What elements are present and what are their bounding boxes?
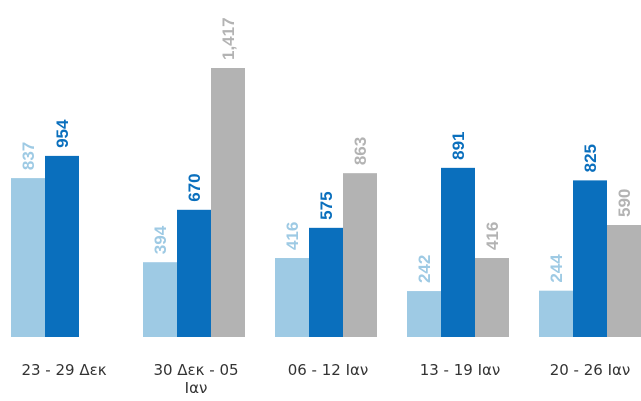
value-label-series1-2: 394	[151, 225, 170, 254]
value-label-series3-3: 863	[351, 137, 370, 165]
value-label-series1-3: 416	[283, 222, 302, 250]
value-label-series3-4: 416	[483, 222, 502, 250]
value-label-series1-5: 244	[547, 254, 566, 283]
value-label-series3-2: 1,417	[219, 17, 238, 60]
value-label-series3-5: 590	[615, 189, 634, 217]
bar-series1-1	[11, 178, 45, 337]
bar-series2-4	[441, 167, 475, 337]
value-label-series2-5: 825	[581, 144, 600, 172]
bar-series3-5	[607, 224, 641, 337]
value-label-series2-4: 891	[449, 131, 468, 159]
category-label-4: 13 - 19 Ιαν	[420, 361, 501, 379]
value-labels-layer: 837 394 416 242 244 954 670 575 891 825 1,417 863 41…	[19, 17, 634, 283]
category-label-3: 06 - 12 Ιαν	[288, 361, 369, 379]
bar-series2-2	[177, 209, 211, 337]
value-label-series1-1: 837	[19, 142, 38, 170]
value-label-series2-2: 670	[185, 173, 204, 201]
bar-series1-3	[275, 258, 309, 337]
bar-series1-2	[143, 262, 177, 337]
bar-series2-5	[573, 180, 607, 337]
category-labels-layer: 23 - 29 Δεκ 30 Δεκ - 05 Ιαν 06 - 12 Ιαν 13 -…	[21, 361, 630, 397]
bar-series3-2	[211, 68, 245, 337]
value-label-series2-3: 575	[317, 191, 336, 219]
bar-series2-1	[45, 155, 79, 337]
bar-series1-4	[407, 291, 441, 337]
bar-series2-3	[309, 227, 343, 337]
bar-series3-4	[475, 258, 509, 337]
category-label-5: 20 - 26 Ιαν	[550, 361, 631, 379]
bar-series1-5	[539, 290, 573, 337]
bar-series3-3	[343, 173, 377, 337]
value-label-series1-4: 242	[415, 255, 434, 283]
value-label-series2-1: 954	[53, 119, 72, 148]
bars-layer	[11, 68, 641, 337]
category-label-2: 30 Δεκ - 05 Ιαν	[153, 361, 238, 397]
category-label-1: 23 - 29 Δεκ	[21, 361, 106, 379]
